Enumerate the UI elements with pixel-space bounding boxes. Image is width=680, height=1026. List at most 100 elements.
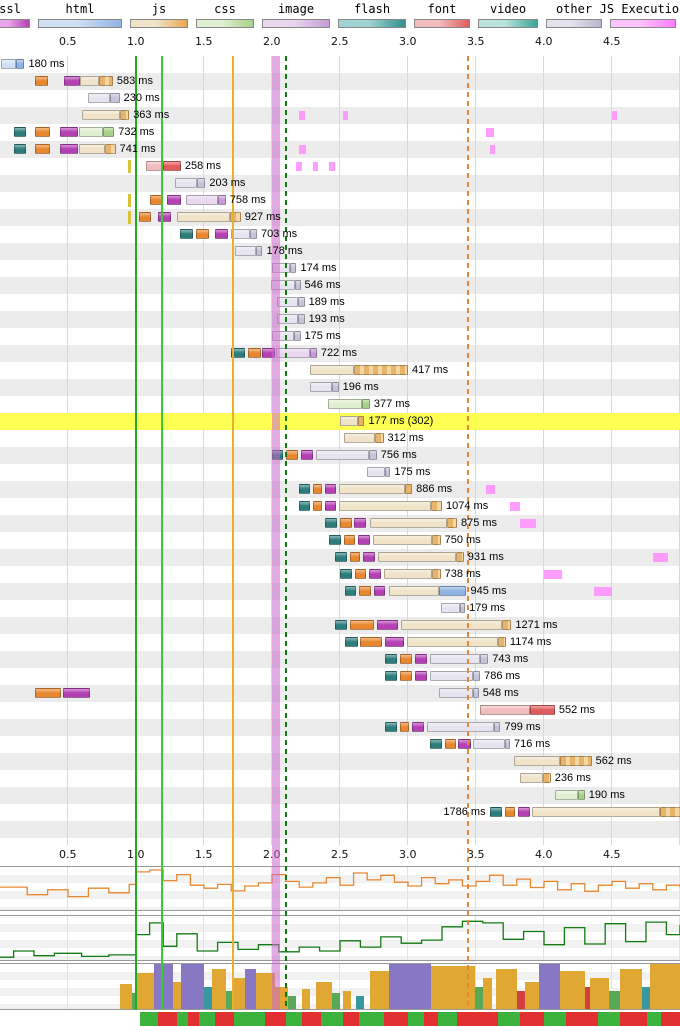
segment-jsD	[560, 756, 592, 766]
request-row[interactable]: 174 ms	[0, 260, 680, 277]
main-thread-segment-gold	[560, 970, 585, 1009]
request-row[interactable]: 750 ms	[0, 532, 680, 549]
segment-jsD	[229, 212, 241, 222]
main-thread-segment-red	[516, 991, 525, 1009]
segment-othL	[429, 654, 481, 664]
main-thread-segment-gold	[369, 970, 389, 1009]
segment-othD	[289, 263, 297, 273]
main-thread-segment-purple	[180, 964, 204, 1009]
interactive-blocked	[660, 1012, 680, 1026]
request-row[interactable]: 179 ms	[0, 600, 680, 617]
request-row[interactable]: 1174 ms	[0, 634, 680, 651]
request-row[interactable]: 546 ms	[0, 277, 680, 294]
legend-item-flash: flash	[334, 0, 410, 28]
segment-dns	[429, 739, 442, 749]
request-row[interactable]: 190 ms	[0, 787, 680, 804]
request-row[interactable]: 203 ms	[0, 175, 680, 192]
request-row[interactable]: 175 ms	[0, 464, 680, 481]
main-thread-segment-teal	[641, 986, 651, 1009]
request-duration-label: 738 ms	[444, 568, 481, 580]
request-row[interactable]: 363 ms	[0, 107, 680, 124]
request-row[interactable]: 738 ms	[0, 566, 680, 583]
main-thread-segment-green	[131, 993, 138, 1009]
segment-dns	[384, 654, 398, 664]
request-row[interactable]: 716 ms	[0, 736, 680, 753]
request-row[interactable]: 875 ms	[0, 515, 680, 532]
segment-othL	[272, 263, 290, 273]
request-row[interactable]: 180 ms	[0, 56, 680, 73]
request-row[interactable]: 756 ms	[0, 447, 680, 464]
request-row[interactable]: 583 ms	[0, 73, 680, 90]
request-row[interactable]: 1786 ms	[0, 804, 680, 821]
request-row[interactable]: 417 ms	[0, 362, 680, 379]
request-row[interactable]: 552 ms	[0, 702, 680, 719]
request-row[interactable]: 758 ms	[0, 192, 680, 209]
time-tick-label: 3.5	[467, 35, 485, 48]
request-row[interactable]: 377 ms	[0, 396, 680, 413]
request-row[interactable]: 886 ms	[0, 481, 680, 498]
request-row[interactable]: 193 ms	[0, 311, 680, 328]
request-row[interactable]: 178 ms	[0, 243, 680, 260]
main-thread-segment-gold	[590, 977, 610, 1009]
legend-label: ssl	[0, 2, 21, 16]
segment-othL	[277, 297, 298, 307]
segment-othL	[231, 229, 251, 239]
request-row[interactable]: 236 ms	[0, 770, 680, 787]
main-thread-segment-gold	[301, 988, 311, 1009]
segment-jsL	[401, 620, 502, 630]
main-thread-segment-purple	[244, 968, 256, 1009]
request-row[interactable]: 258 ms	[0, 158, 680, 175]
request-row[interactable]: 562 ms	[0, 753, 680, 770]
request-row[interactable]: 732 ms	[0, 124, 680, 141]
request-row[interactable]: 196 ms	[0, 379, 680, 396]
request-duration-label: 203 ms	[209, 177, 246, 189]
segment-jsD	[375, 433, 384, 443]
main-thread-segment-gold	[620, 968, 642, 1009]
request-row[interactable]: 230 ms	[0, 90, 680, 107]
request-row[interactable]: 312 ms	[0, 430, 680, 447]
segment-othL	[272, 331, 294, 341]
segment-othL	[429, 671, 474, 681]
request-row[interactable]: 786 ms	[0, 668, 680, 685]
request-row[interactable]: 175 ms	[0, 328, 680, 345]
legend: ssl html js css image flash font video other JS E…	[0, 0, 680, 28]
segment-othL	[440, 603, 460, 613]
request-row[interactable]: 799 ms	[0, 719, 680, 736]
request-duration-label: 178 ms	[266, 245, 303, 257]
request-row[interactable]: 548 ms	[0, 685, 680, 702]
request-row[interactable]: 931 ms	[0, 549, 680, 566]
main-thread-segment-gold	[274, 986, 289, 1009]
request-row[interactable]: 945 ms	[0, 583, 680, 600]
request-row[interactable]: 927 ms	[0, 209, 680, 226]
segment-othL	[367, 467, 385, 477]
main-thread-segment-purple	[153, 964, 173, 1009]
request-row[interactable]: 189 ms	[0, 294, 680, 311]
request-duration-label: 756 ms	[380, 449, 417, 461]
segment-ssl	[214, 229, 229, 239]
request-duration-label: 583 ms	[116, 75, 153, 87]
request-row[interactable]: 743 ms	[0, 651, 680, 668]
segment-fontL	[145, 161, 164, 171]
request-duration-label: 945 ms	[470, 585, 507, 597]
request-row[interactable]: 177 ms (302)	[0, 413, 680, 430]
legend-item-font: font	[410, 0, 474, 28]
main-thread-segment-green	[474, 986, 483, 1009]
request-duration-label: 174 ms	[300, 262, 337, 274]
request-row[interactable]: 741 ms	[0, 141, 680, 158]
request-duration-label: 230 ms	[123, 92, 160, 104]
main-thread-segment-green	[331, 993, 340, 1009]
segment-fontL	[480, 705, 531, 715]
segment-jsL	[369, 518, 448, 528]
request-row[interactable]: 722 ms	[0, 345, 680, 362]
request-row[interactable]: 1271 ms	[0, 617, 680, 634]
js-execution-mark	[652, 553, 668, 562]
segment-cssD	[103, 127, 115, 137]
segment-othL	[235, 246, 256, 256]
request-row[interactable]: 1074 ms	[0, 498, 680, 515]
segment-othL	[88, 93, 111, 103]
request-row[interactable]: 703 ms	[0, 226, 680, 243]
request-duration-label: 750 ms	[444, 534, 481, 546]
segment-ssl	[518, 807, 531, 817]
main-thread-segment-gold	[172, 982, 181, 1009]
segment-dns	[384, 722, 398, 732]
